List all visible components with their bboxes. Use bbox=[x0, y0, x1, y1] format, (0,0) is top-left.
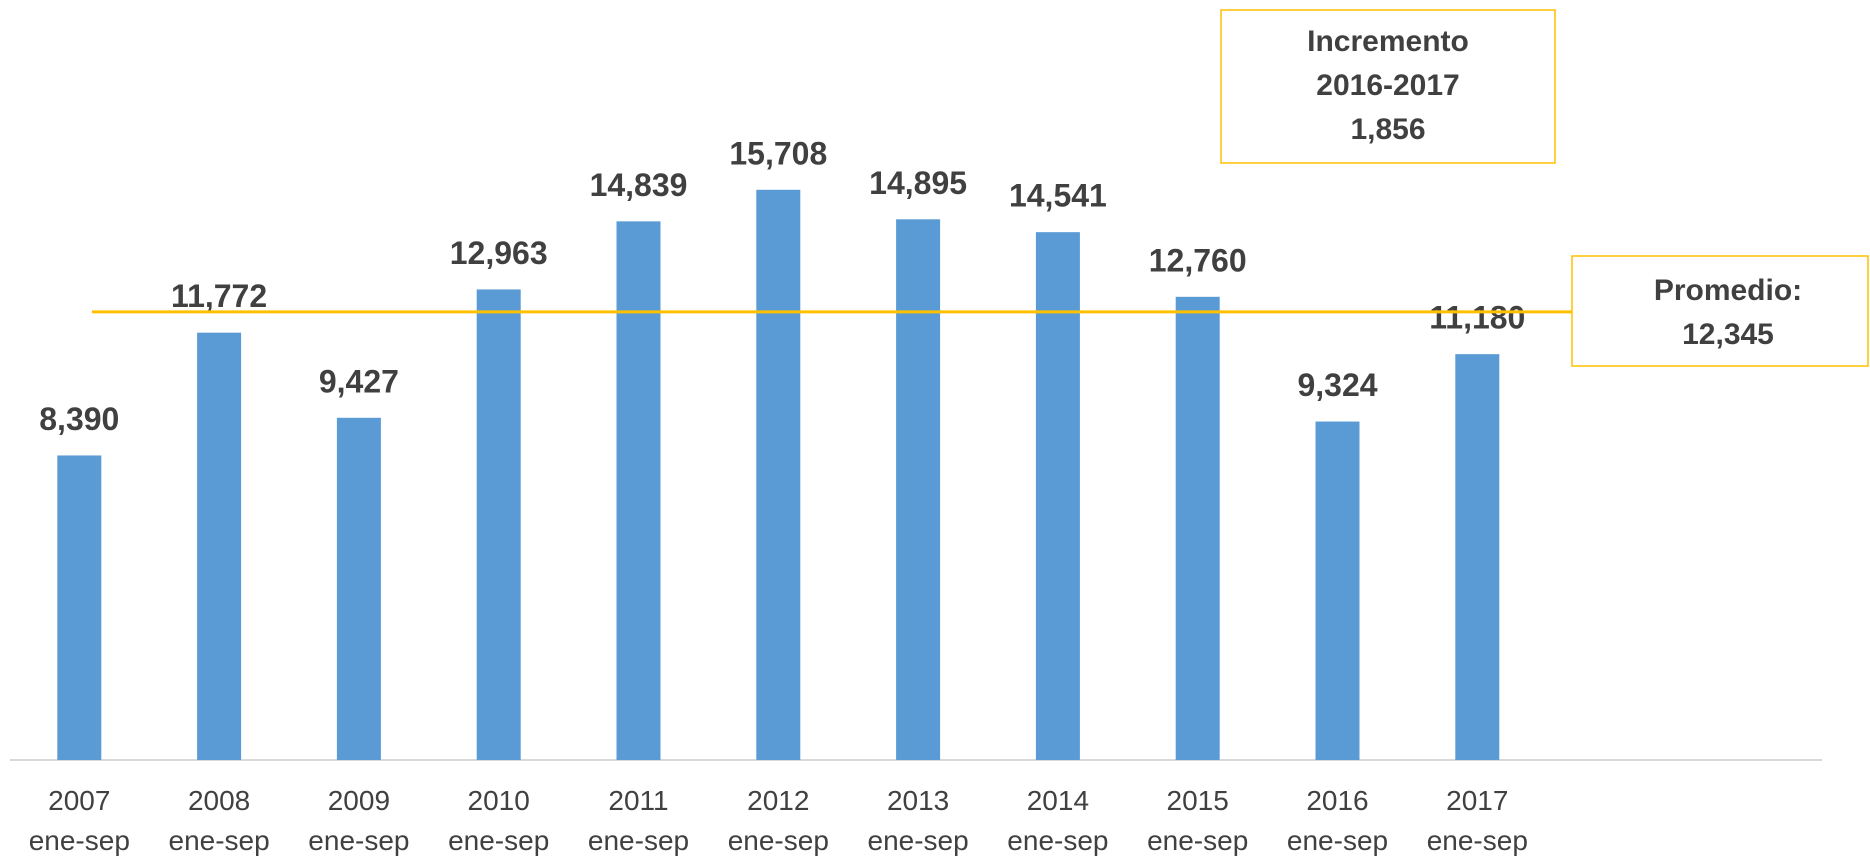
bar bbox=[476, 289, 521, 760]
annotation-text: 2016-2017 bbox=[1316, 69, 1459, 102]
x-tick-label: 2012 ene-sep bbox=[727, 785, 829, 856]
x-tick-label: 2009 ene-sep bbox=[308, 785, 410, 856]
x-tick-label: 2016 ene-sep bbox=[1286, 785, 1389, 856]
data-label: 8,390 bbox=[39, 401, 119, 437]
data-label: 14,541 bbox=[1009, 178, 1107, 214]
data-label: 12,963 bbox=[450, 235, 548, 271]
bar bbox=[1315, 421, 1360, 760]
x-tick-label: 2014 ene-sep bbox=[1007, 785, 1109, 856]
data-label: 15,708 bbox=[729, 135, 827, 171]
data-label: 9,427 bbox=[319, 363, 399, 399]
annotation-text: 1,856 bbox=[1350, 113, 1425, 146]
bar bbox=[57, 455, 102, 760]
data-label: 11,180 bbox=[1429, 300, 1525, 336]
bar bbox=[1035, 232, 1080, 761]
data-label: 14,895 bbox=[869, 165, 967, 201]
x-tick-label: 2013 ene-sep bbox=[867, 785, 969, 856]
annotation-text: Incremento bbox=[1307, 25, 1469, 58]
x-tick-label: 2008 ene-sep bbox=[168, 785, 270, 856]
x-tick-label: 2011 ene-sep bbox=[587, 785, 690, 856]
data-label: 9,324 bbox=[1297, 367, 1377, 403]
bar bbox=[1175, 296, 1220, 760]
bar bbox=[616, 221, 661, 760]
bar bbox=[896, 219, 941, 760]
x-tick-label: 2017 ene-sep bbox=[1426, 785, 1528, 856]
average-box bbox=[1571, 255, 1869, 367]
data-label: 11,772 bbox=[171, 278, 267, 314]
bar bbox=[197, 332, 242, 760]
average-value: 12,345 bbox=[1682, 318, 1774, 351]
bar bbox=[756, 189, 801, 760]
average-label: Promedio: bbox=[1654, 274, 1802, 307]
x-tick-label: 2007 ene-sep bbox=[28, 785, 130, 856]
x-tick-label: 2010 ene-sep bbox=[448, 785, 550, 856]
data-label: 12,760 bbox=[1149, 242, 1247, 278]
data-label: 14,839 bbox=[590, 167, 688, 203]
bar bbox=[336, 417, 381, 760]
bar bbox=[1455, 354, 1500, 760]
x-tick-label: 2015 ene-sep bbox=[1147, 785, 1249, 856]
annotation-box bbox=[1220, 9, 1556, 164]
